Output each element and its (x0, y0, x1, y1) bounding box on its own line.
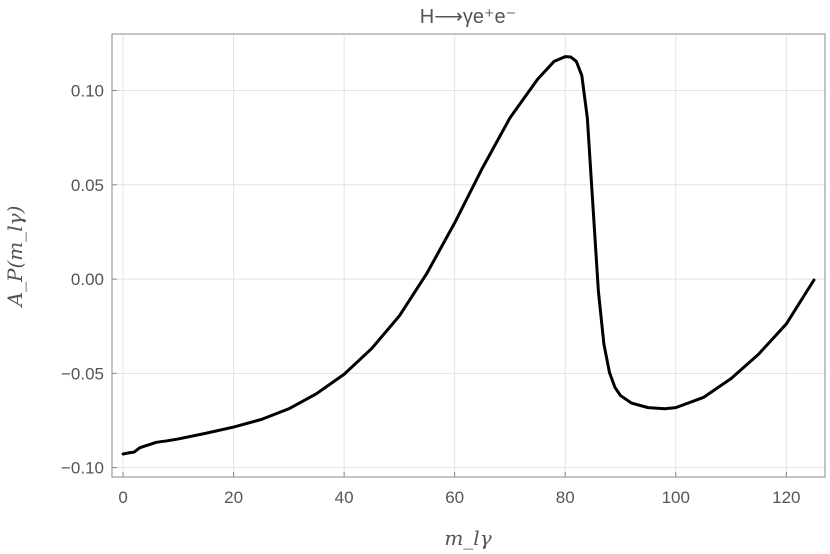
y-tick-label: 0.00 (71, 270, 104, 289)
y-tick-label: 0.10 (71, 82, 104, 101)
y-tick-label: −0.05 (61, 364, 104, 383)
y-tick-label: 0.05 (71, 176, 104, 195)
plot-frame (111, 33, 826, 478)
y-axis-label: A_P(m_lγ) (3, 206, 27, 309)
series-line (121, 55, 816, 456)
x-axis-label: m_lγ (444, 526, 491, 550)
x-tick-label: 0 (118, 488, 127, 507)
x-tick-label: 20 (224, 488, 243, 507)
x-axis-ticks: 0 20 40 60 80 100 120 (118, 472, 800, 507)
x-tick-label: 60 (445, 488, 464, 507)
x-tick-label: 40 (335, 488, 354, 507)
y-axis-ticks: −0.10 −0.05 0.00 0.05 0.10 (61, 82, 117, 478)
grid (112, 34, 825, 477)
chart-title: H⟶γe⁺e⁻ (420, 6, 516, 28)
x-tick-label: 120 (772, 488, 800, 507)
y-tick-label: −0.10 (61, 459, 104, 478)
x-tick-label: 80 (556, 488, 575, 507)
x-tick-label: 100 (662, 488, 690, 507)
